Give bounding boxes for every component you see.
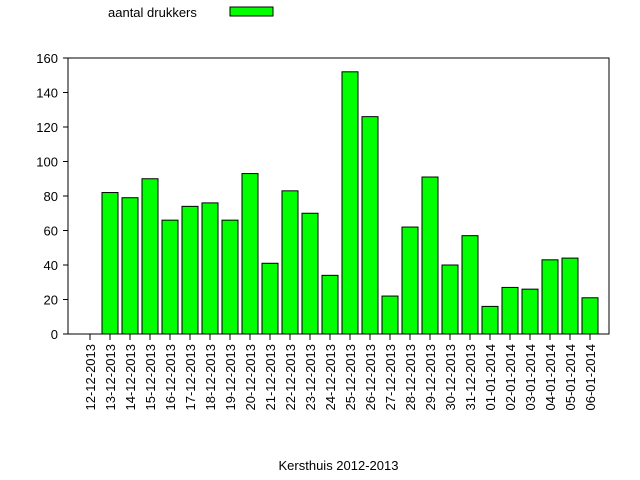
x-tick-label: 04-01-2014 (543, 344, 558, 411)
x-tick-label: 13-12-2013 (103, 344, 118, 411)
y-tick-label: 120 (36, 120, 58, 135)
x-tick-label: 12-12-2013 (83, 344, 98, 411)
y-tick-label: 160 (36, 51, 58, 66)
x-tick-label: 25-12-2013 (343, 344, 358, 411)
legend-swatch (229, 6, 274, 17)
bar (281, 190, 299, 335)
x-tick-label: 22-12-2013 (283, 344, 298, 411)
bar (161, 219, 179, 335)
x-tick-label: 21-12-2013 (263, 344, 278, 411)
bar (521, 288, 539, 335)
x-tick-label: 16-12-2013 (163, 344, 178, 411)
y-tick-label: 40 (44, 258, 58, 273)
x-tick-label: 01-01-2014 (483, 344, 498, 411)
bar (441, 264, 459, 335)
legend: aantal drukkers (108, 5, 274, 20)
y-tick-label: 140 (36, 86, 58, 101)
bar (141, 178, 159, 335)
bar (361, 116, 379, 335)
x-tick-label: 03-01-2014 (523, 344, 538, 411)
y-tick-label: 20 (44, 293, 58, 308)
y-tick-label: 80 (44, 189, 58, 204)
x-tick-label: 05-01-2014 (563, 344, 578, 411)
bar (301, 212, 319, 335)
bar (381, 295, 399, 335)
bar (321, 274, 339, 335)
bar (481, 305, 499, 335)
bar (241, 173, 259, 335)
bar (421, 176, 439, 335)
x-tick-label: 31-12-2013 (463, 344, 478, 411)
x-tick-label: 19-12-2013 (223, 344, 238, 411)
legend-label: aantal drukkers (108, 5, 197, 20)
bar (261, 262, 279, 335)
x-tick-label: 14-12-2013 (123, 344, 138, 411)
x-tick-label: 18-12-2013 (203, 344, 218, 411)
x-tick-label: 28-12-2013 (403, 344, 418, 411)
bar (221, 219, 239, 335)
bar (101, 192, 119, 335)
y-axis-ticks: 0 20 40 60 80 100 120 140 160 (36, 51, 68, 342)
bar (541, 259, 559, 335)
x-tick-label: 30-12-2013 (443, 344, 458, 411)
x-tick-label: 24-12-2013 (323, 344, 338, 411)
x-tick-label: 26-12-2013 (363, 344, 378, 411)
bar (121, 197, 139, 335)
x-tick-label: 23-12-2013 (303, 344, 318, 411)
y-tick-label: 100 (36, 155, 58, 170)
x-tick-label: 17-12-2013 (183, 344, 198, 411)
bar (341, 71, 359, 335)
x-tick-label: 06-01-2014 (583, 344, 598, 411)
bar (501, 286, 519, 335)
x-tick-label: 20-12-2013 (243, 344, 258, 411)
bar (181, 205, 199, 335)
bar (461, 235, 479, 335)
x-tick-label: 27-12-2013 (383, 344, 398, 411)
y-tick-label: 0 (51, 327, 58, 342)
bar (201, 202, 219, 335)
x-axis-ticks: 12-12-2013 13-12-2013 14-12-2013 15-12-2013… (83, 334, 598, 411)
x-tick-label: 15-12-2013 (143, 344, 158, 411)
bar (561, 257, 579, 335)
x-axis-title: Kersthuis 2012-2013 (279, 458, 399, 473)
bar (401, 226, 419, 335)
bars (101, 71, 599, 335)
x-tick-label: 29-12-2013 (423, 344, 438, 411)
x-tick-label: 02-01-2014 (503, 344, 518, 411)
bar (581, 297, 599, 335)
y-tick-label: 60 (44, 224, 58, 239)
